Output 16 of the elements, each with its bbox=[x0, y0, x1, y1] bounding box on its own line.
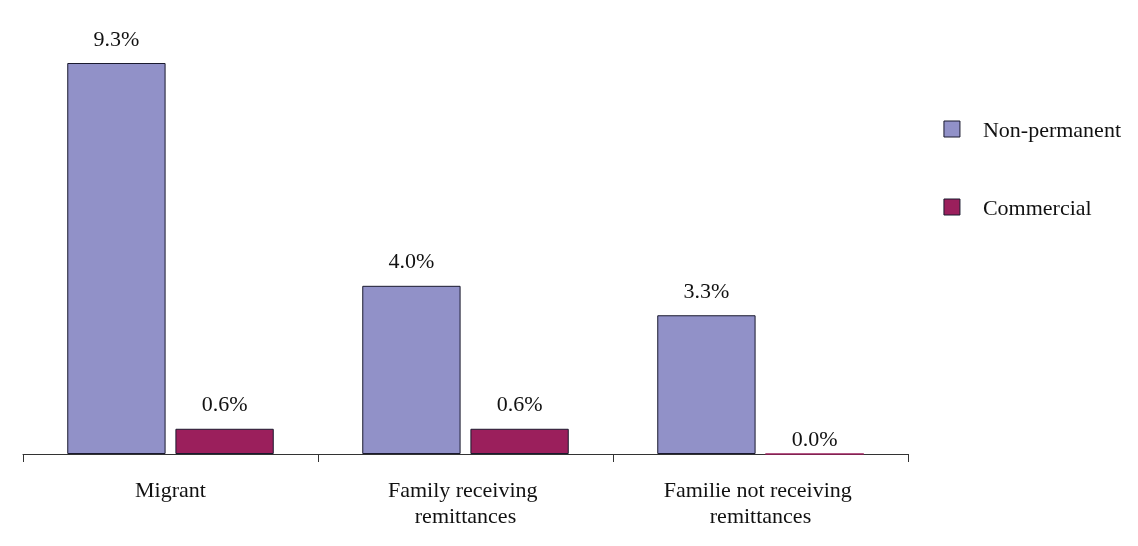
data-label: 3.3% bbox=[683, 277, 730, 303]
bar bbox=[67, 63, 166, 454]
bar bbox=[657, 315, 756, 454]
legend-label: Non-permanent bbox=[982, 116, 1121, 142]
legend-label: Commercial bbox=[982, 194, 1092, 220]
bar bbox=[470, 428, 569, 454]
data-label: 0.6% bbox=[496, 391, 543, 417]
data-label: 9.3% bbox=[93, 25, 140, 51]
data-label: 0.6% bbox=[201, 391, 248, 417]
bar bbox=[175, 428, 274, 454]
x-tick-label: Familie not receiving remittances bbox=[663, 476, 858, 528]
x-tick-label: Family receiving remittances bbox=[387, 476, 544, 528]
data-label: 4.0% bbox=[388, 248, 435, 274]
x-tick-label: Migrant bbox=[135, 476, 206, 502]
data-label: 0.0% bbox=[791, 426, 838, 451]
bar bbox=[362, 285, 461, 454]
